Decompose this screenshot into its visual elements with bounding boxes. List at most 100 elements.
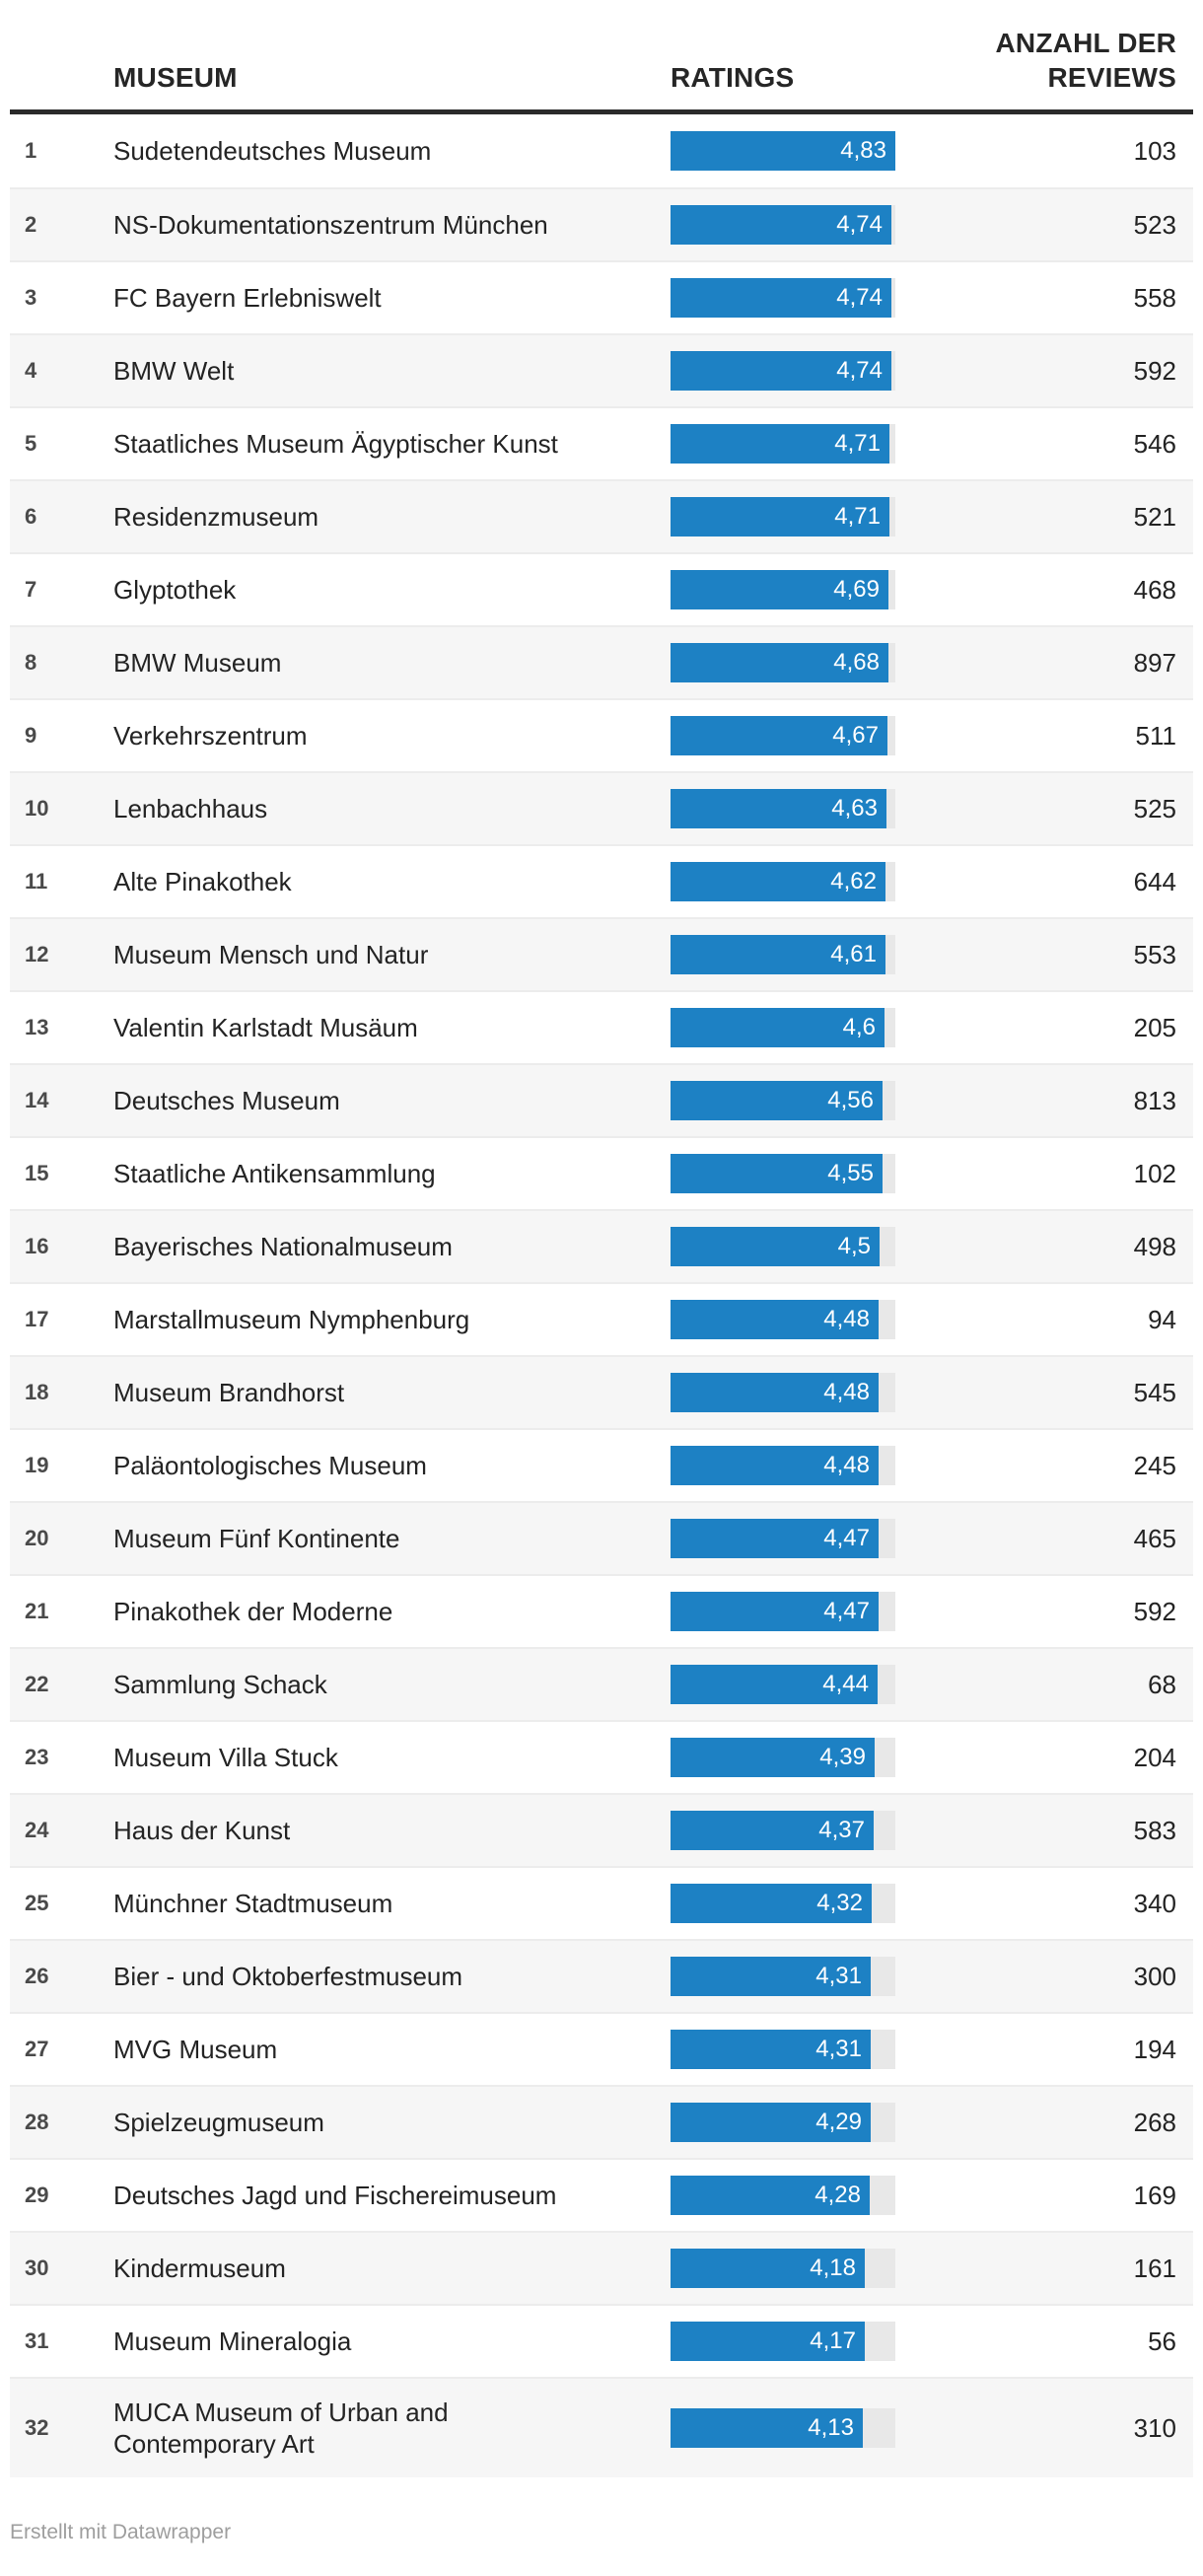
table-row: 19 Paläontologisches Museum 4,48 245 [10,1428,1193,1501]
rating-value-label: 4,47 [823,1598,870,1624]
table-row: 11 Alte Pinakothek 4,62 644 [10,844,1193,917]
rating-bar: 4,47 [671,1592,879,1631]
row-museum-name: BMW Welt [113,356,235,386]
row-museum-name: Paläontologisches Museum [113,1451,427,1480]
table-row: 32 MUCA Museum of Urban and Contemporary… [10,2377,1193,2477]
row-review-count: 592 [1133,1596,1176,1626]
row-rank: 10 [25,796,49,821]
row-museum-name: Museum Brandhorst [113,1378,345,1407]
rating-bar: 4,47 [671,1519,879,1558]
table-row: 10 Lenbachhaus 4,63 525 [10,771,1193,844]
row-museum-name: Museum Mensch und Natur [113,940,429,969]
row-museum-name: Marstallmuseum Nymphenburg [113,1305,470,1334]
rating-bar-track: 4,47 [671,1592,895,1631]
row-review-count: 545 [1133,1377,1176,1407]
rating-bar-track: 4,61 [671,935,895,974]
table-row: 13 Valentin Karlstadt Musäum 4,6 205 [10,990,1193,1063]
rating-value-label: 4,39 [819,1744,866,1770]
rating-value-label: 4,74 [836,357,883,384]
row-review-count: 205 [1133,1012,1176,1042]
rating-bar-track: 4,48 [671,1446,895,1485]
rating-value-label: 4,6 [842,1014,876,1040]
row-review-count: 468 [1133,574,1176,605]
row-review-count: 511 [1135,720,1176,751]
row-museum-name: Münchner Stadtmuseum [113,1889,393,1918]
rating-bar-track: 4,71 [671,424,895,464]
rating-value-label: 4,18 [810,2254,856,2281]
table-header-row: MUSEUM RATINGS ANZAHL DER REVIEWS [10,0,1193,114]
rating-bar: 4,5 [671,1227,880,1266]
rating-bar-track: 4,29 [671,2103,895,2142]
row-museum-name: FC Bayern Erlebniswelt [113,283,382,313]
rating-bar: 4,55 [671,1154,883,1193]
rating-bar: 4,48 [671,1300,879,1339]
rating-value-label: 4,74 [836,211,883,238]
row-museum-name: Staatliche Antikensammlung [113,1159,436,1188]
rating-bar-track: 4,32 [671,1884,895,1923]
row-review-count: 68 [1148,1669,1176,1699]
row-rank: 18 [25,1380,49,1404]
row-rank: 19 [25,1453,49,1477]
row-review-count: 169 [1133,2180,1176,2210]
rating-bar-track: 4,74 [671,278,895,318]
rating-value-label: 4,83 [840,137,886,164]
table-row: 14 Deutsches Museum 4,56 813 [10,1063,1193,1136]
table-row: 27 MVG Museum 4,31 194 [10,2012,1193,2085]
rating-bar-track: 4,39 [671,1738,895,1777]
row-review-count: 102 [1133,1158,1176,1188]
row-rank: 15 [25,1161,49,1185]
rating-bar: 4,6 [671,1008,885,1047]
row-rank: 29 [25,2182,49,2207]
row-rank: 30 [25,2255,49,2280]
row-museum-name: Spielzeugmuseum [113,2108,324,2137]
rating-value-label: 4,74 [836,284,883,311]
rating-value-label: 4,48 [823,1452,870,1478]
row-rank: 11 [25,869,48,894]
column-header-reviews-line2: REVIEWS [1047,62,1176,93]
museum-ratings-table: MUSEUM RATINGS ANZAHL DER REVIEWS 1 Sude… [10,0,1193,2477]
rating-value-label: 4,29 [815,2109,862,2135]
rating-bar: 4,13 [671,2408,863,2448]
row-rank: 28 [25,2110,49,2134]
rating-bar-track: 4,48 [671,1373,895,1412]
rating-bar: 4,69 [671,570,888,609]
rating-bar: 4,37 [671,1811,874,1850]
table-row: 24 Haus der Kunst 4,37 583 [10,1793,1193,1866]
table-row: 25 Münchner Stadtmuseum 4,32 340 [10,1866,1193,1939]
row-museum-name: Bayerisches Nationalmuseum [113,1232,453,1261]
rating-bar-track: 4,28 [671,2176,895,2215]
rating-bar-track: 4,71 [671,497,895,537]
row-museum-name: Museum Fünf Kontinente [113,1524,400,1553]
row-rank: 20 [25,1526,49,1550]
table-row: 3 FC Bayern Erlebniswelt 4,74 558 [10,260,1193,333]
row-rank: 8 [25,650,37,675]
rating-bar: 4,62 [671,862,885,901]
datawrapper-attribution-link[interactable]: Erstellt mit Datawrapper [10,2521,232,2543]
row-rank: 6 [25,504,37,529]
table-row: 8 BMW Museum 4,68 897 [10,625,1193,698]
row-review-count: 94 [1148,1304,1176,1334]
rating-value-label: 4,47 [823,1525,870,1551]
table-row: 12 Museum Mensch und Natur 4,61 553 [10,917,1193,990]
rating-bar-track: 4,74 [671,205,895,245]
rating-value-label: 4,63 [831,795,878,822]
rating-value-label: 4,28 [814,2182,861,2208]
rating-bar: 4,83 [671,131,895,171]
table-row: 5 Staatliches Museum Ägyptischer Kunst 4… [10,406,1193,479]
rating-value-label: 4,68 [833,649,880,676]
column-header-museum: MUSEUM [113,62,238,93]
row-museum-name: Staatliches Museum Ägyptischer Kunst [113,429,558,459]
table-row: 20 Museum Fünf Kontinente 4,47 465 [10,1501,1193,1574]
rating-bar-track: 4,68 [671,643,895,682]
row-review-count: 268 [1133,2107,1176,2137]
column-header-reviews-line1: ANZAHL DER [995,28,1176,58]
rating-value-label: 4,69 [833,576,880,603]
rating-bar-track: 4,31 [671,2030,895,2069]
rating-bar-track: 4,44 [671,1665,895,1704]
row-review-count: 558 [1133,282,1176,313]
row-museum-name: Sammlung Schack [113,1670,327,1699]
rating-bar: 4,39 [671,1738,875,1777]
row-rank: 4 [25,358,37,383]
table-row: 23 Museum Villa Stuck 4,39 204 [10,1720,1193,1793]
row-review-count: 340 [1133,1888,1176,1918]
